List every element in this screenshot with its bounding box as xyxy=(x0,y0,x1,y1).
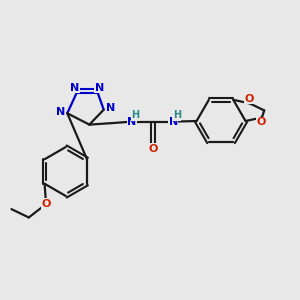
Text: N: N xyxy=(56,107,65,117)
Text: O: O xyxy=(257,117,266,127)
Text: N: N xyxy=(95,82,104,93)
Text: N: N xyxy=(169,117,178,127)
Text: N: N xyxy=(106,103,115,113)
Text: O: O xyxy=(41,199,51,209)
Text: H: H xyxy=(173,110,181,120)
Text: N: N xyxy=(70,82,80,93)
Text: H: H xyxy=(132,110,140,120)
Text: O: O xyxy=(148,143,158,154)
Text: N: N xyxy=(128,117,137,127)
Text: O: O xyxy=(244,94,254,103)
